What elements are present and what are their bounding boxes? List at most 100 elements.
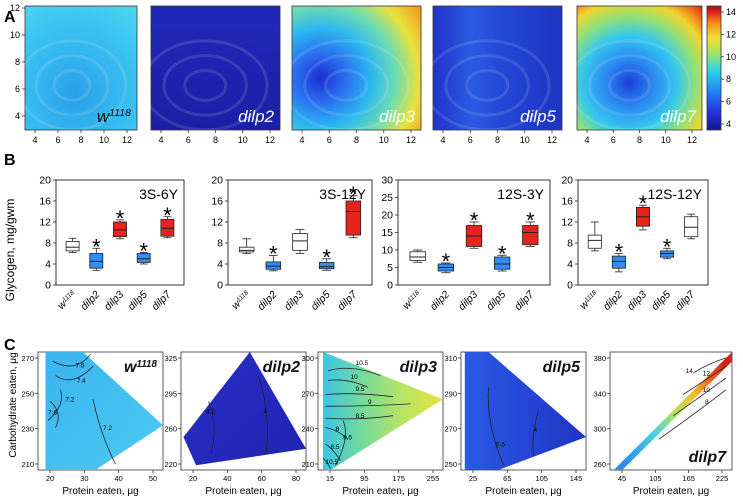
heatmap-xtick-label: 8: [213, 135, 218, 145]
heatmap-xtick-label: 12: [122, 135, 132, 145]
heatmap-contour: [465, 68, 510, 102]
contour-line: [325, 427, 349, 440]
contour-label: 12: [703, 371, 711, 378]
shape-title: dilp7: [689, 449, 727, 466]
contour-label: 4: [534, 427, 538, 434]
contour-line: [673, 377, 727, 417]
box-xlabel: dilp2: [428, 289, 452, 313]
boxplot-ytick-label: 0: [567, 280, 573, 292]
contour-label: 7.6: [48, 410, 57, 417]
contour-label: 10: [703, 387, 711, 394]
heatmap-xtick-label: 10: [520, 135, 530, 145]
contour-label: 14: [686, 368, 694, 375]
boxplot-ytick-label: 12: [39, 217, 51, 229]
contour-label: 10.5: [326, 459, 339, 466]
boxplot-ytick-label: 5: [387, 262, 393, 274]
shape-xtick-label: 105: [649, 474, 662, 483]
significance-star: *: [139, 238, 148, 263]
box-xlabel: dilp2: [255, 289, 279, 313]
heatmap-contour: [141, 39, 269, 132]
boxplot-title: 12S-12Y: [648, 186, 703, 202]
heatmap-xtick-label: 6: [468, 135, 473, 145]
heatmap-xtick-label: 6: [186, 135, 191, 145]
contour-line: [335, 420, 346, 466]
contour-label: 9: [368, 399, 372, 406]
shape-ytick-label: 210: [301, 460, 314, 469]
heatmap-contour: [588, 54, 671, 117]
box-dilp7: [160, 218, 175, 237]
heatmap-surface: [150, 5, 281, 131]
box-xlabel-base: dilp7: [512, 288, 537, 313]
heatmap-xtick-label: 8: [495, 135, 500, 145]
shape-title-base: dilp7: [689, 449, 727, 466]
heatmap-xtick-label: 8: [78, 135, 83, 145]
heatmap-xtick-label: 12: [265, 135, 275, 145]
heatmap-row: w1118 4 6 8 10 12 4 6 8 10 12 dilp2 4 6 8 10 12 dilp3 4 6 8 1…: [10, 3, 703, 145]
heatmap-contour: [183, 68, 228, 102]
box-xlabel-base: dilp3: [625, 289, 649, 313]
colorbar-tick-label: 12: [726, 29, 736, 39]
box-dilp7: [345, 200, 362, 236]
box-xlabel: dilp5: [309, 289, 333, 313]
contour-label: 7.6: [76, 362, 85, 369]
box-xlabel: dilp5: [484, 289, 508, 313]
box-ylabel: Glycogen, mg/gwm: [3, 199, 17, 302]
box-xlabel-base: dilp3: [456, 289, 480, 313]
boxplot-ytick-label: 16: [561, 196, 573, 208]
contour-line: [327, 367, 381, 376]
boxplot-ytick-label: 16: [39, 196, 51, 208]
heatmap-ytick-label: 12: [10, 3, 20, 13]
box-xlabel-base: dilp2: [428, 289, 452, 313]
contour-line: [658, 389, 727, 440]
shape-title: dilp5: [543, 359, 581, 376]
shape-title: dilp3: [400, 359, 437, 376]
box-xlabel: dilp2: [601, 289, 625, 313]
boxplot-ytick-label: 8: [45, 238, 51, 250]
shape-xtick-label: 80: [292, 474, 300, 483]
box-xlabel: dilp7: [512, 288, 537, 313]
contour-line: [682, 365, 727, 395]
boxplot-ytick-label: 8: [217, 238, 223, 250]
heatmap-label: dilp7: [660, 107, 696, 126]
heatmap-xtick-label: 8: [354, 135, 359, 145]
shape-xtick-label: 65: [503, 474, 511, 483]
box-w1118: [409, 251, 426, 261]
boxplot-ytick-label: 0: [387, 280, 393, 292]
contour-label: 9.5: [343, 434, 352, 441]
heatmap-label-base: w: [97, 107, 111, 126]
shape-ytick-label: 295: [164, 389, 177, 398]
significance-star: *: [663, 234, 672, 259]
boxplot-ytick-label: 10: [381, 245, 393, 257]
boxplot-ytick-label: 4: [217, 259, 223, 271]
box-xlabel-base: dilp5: [126, 289, 150, 313]
box-xlabel: dilp3: [456, 289, 480, 313]
contour-line: [322, 457, 331, 469]
contour-label: 10: [351, 374, 359, 381]
heatmap-label-base: dilp7: [660, 107, 696, 126]
contour-label: 8: [336, 426, 340, 433]
colorbar-tick-label: 6: [726, 97, 731, 107]
heatmap-xtick-label: 4: [299, 135, 304, 145]
boxplot-title: 3S-6Y: [139, 186, 179, 202]
box-xlabel-base: dilp5: [309, 289, 333, 313]
boxplot-ytick-label: 4: [567, 259, 573, 271]
heatmap-contour: [34, 54, 110, 117]
boxplot-ytick-label: 15: [381, 227, 393, 239]
box-xlabel-base: dilp7: [149, 288, 174, 313]
panel-label-a: A: [4, 9, 16, 26]
heatmap-ytick-label: 4: [15, 111, 20, 121]
box-dilp3: [113, 221, 127, 238]
box-dilp5: [136, 253, 151, 263]
contour-line: [327, 379, 369, 388]
significance-star: *: [322, 245, 331, 270]
shape-xtick-label: 20: [46, 474, 54, 483]
box-xlabel-base: dilp3: [102, 289, 126, 313]
heatmap-ytick-label: 6: [15, 84, 20, 94]
contour-line: [92, 399, 116, 465]
heatmap-xtick-label: 10: [379, 135, 389, 145]
colorbar: 4 6 8 10 12 14: [706, 5, 736, 131]
boxplot-ytick-label: 0: [45, 280, 51, 292]
shape-row: 7.6 7.4 7.2 7.6 7.2 w1118 20 30 40 50 270 250 230 210…: [21, 351, 733, 497]
heatmap-xtick-label: 6: [327, 135, 332, 145]
